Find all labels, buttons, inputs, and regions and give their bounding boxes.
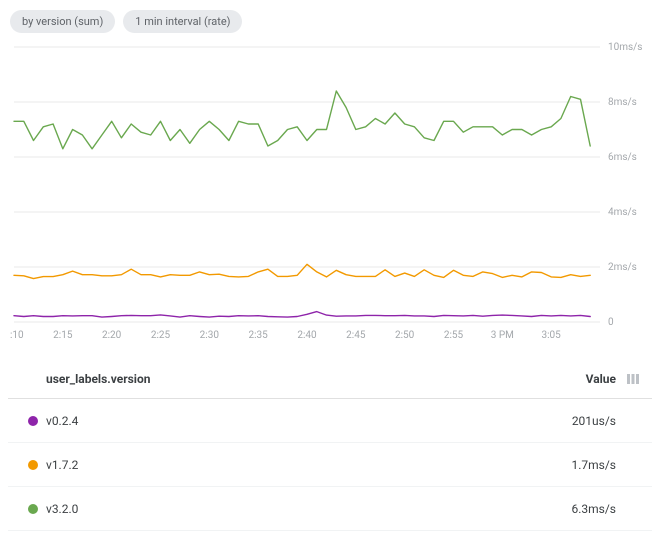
legend-header-icon-cell bbox=[616, 372, 640, 386]
legend-header-name[interactable]: user_labels.version bbox=[46, 372, 536, 386]
x-axis-label: 2:40 bbox=[297, 330, 317, 341]
pill-by-version[interactable]: by version (sum) bbox=[10, 10, 115, 33]
y-axis-label: 8ms/s bbox=[608, 97, 637, 108]
y-axis-label: 10ms/s bbox=[608, 42, 642, 53]
x-axis-label: 2:35 bbox=[249, 330, 269, 341]
x-axis-label: 2:55 bbox=[444, 330, 464, 341]
legend-header-value[interactable]: Value bbox=[536, 372, 616, 386]
filter-pill-row: by version (sum) 1 min interval (rate) bbox=[0, 0, 660, 39]
series-line-v0.2.4 bbox=[14, 312, 590, 318]
legend-color-dot bbox=[28, 504, 38, 514]
timeseries-chart: 0 2ms/s 4ms/s 6ms/s 8ms/s 10ms/s 2:10 2:15 2:20 2… bbox=[10, 39, 650, 353]
legend-value: 6.3ms/s bbox=[536, 502, 616, 516]
series-line-v1.7.2 bbox=[14, 265, 590, 279]
x-axis-label: 3 PM bbox=[491, 330, 514, 341]
legend-color-dot bbox=[28, 460, 38, 470]
pill-interval[interactable]: 1 min interval (rate) bbox=[123, 10, 242, 33]
y-axis-label: 2ms/s bbox=[608, 262, 637, 273]
x-axis-label: 3:05 bbox=[542, 330, 562, 341]
y-axis-label: 0 bbox=[608, 317, 614, 328]
x-axis-label: 2:45 bbox=[346, 330, 366, 341]
legend-dot-cell bbox=[20, 460, 46, 470]
bar-chart-icon[interactable] bbox=[626, 372, 640, 386]
x-axis-label: 2:15 bbox=[53, 330, 73, 341]
legend-name: v3.2.0 bbox=[46, 502, 536, 516]
legend-header-row: user_labels.version Value bbox=[8, 359, 652, 399]
legend-value: 201us/s bbox=[536, 414, 616, 428]
chart-svg: 0 2ms/s 4ms/s 6ms/s 8ms/s 10ms/s 2:10 2:15 2:20 2… bbox=[10, 39, 650, 349]
legend-table: user_labels.version Value v0.2.4201us/sv… bbox=[8, 359, 652, 531]
legend-value: 1.7ms/s bbox=[536, 458, 616, 472]
legend-name: v1.7.2 bbox=[46, 458, 536, 472]
x-axis-label: 2:25 bbox=[151, 330, 171, 341]
legend-dot-cell bbox=[20, 504, 46, 514]
legend-row[interactable]: v0.2.4201us/s bbox=[8, 399, 652, 443]
y-axis-label: 6ms/s bbox=[608, 152, 637, 163]
legend-row[interactable]: v1.7.21.7ms/s bbox=[8, 443, 652, 487]
x-axis-label: 2:30 bbox=[200, 330, 220, 341]
legend-color-dot bbox=[28, 416, 38, 426]
y-axis-label: 4ms/s bbox=[608, 207, 637, 218]
legend-name: v0.2.4 bbox=[46, 414, 536, 428]
x-axis-label: 2:10 bbox=[10, 330, 24, 341]
legend-dot-cell bbox=[20, 416, 46, 426]
x-axis-label: 2:20 bbox=[102, 330, 122, 341]
legend-row[interactable]: v3.2.06.3ms/s bbox=[8, 487, 652, 531]
series-line-v3.2.0 bbox=[14, 91, 590, 149]
x-axis-label: 2:50 bbox=[395, 330, 415, 341]
